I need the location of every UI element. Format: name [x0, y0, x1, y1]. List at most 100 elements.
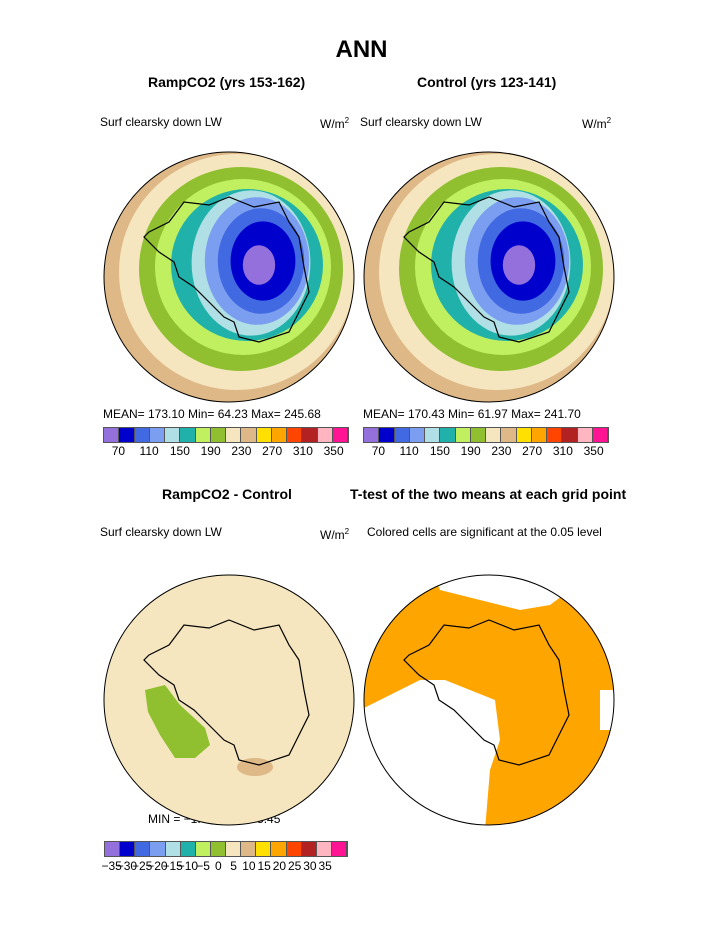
colorbar-label: −5 — [196, 859, 210, 873]
colorbar-label: −20 — [147, 859, 168, 873]
colorbar-swatch — [531, 428, 547, 442]
contour-band — [502, 245, 536, 285]
colorbar-swatch — [316, 842, 332, 856]
colorbar-label: 70 — [111, 444, 126, 458]
colorbar-swatch — [120, 842, 136, 856]
map-border — [363, 574, 615, 826]
colorbar-label: 35 — [318, 859, 332, 873]
panel4-note: Colored cells are significant at the 0.0… — [367, 525, 602, 539]
colorbar-label: 310 — [292, 444, 313, 458]
panel1-units: W/m2 — [320, 116, 350, 131]
panel1-colorbar — [103, 427, 349, 443]
colorbar-swatch — [379, 428, 395, 442]
colorbar-swatch — [256, 428, 272, 442]
colorbar-swatch — [562, 428, 578, 442]
colorbar-label: 30 — [303, 859, 317, 873]
panel1-subtitle: RampCO2 (yrs 153-162) — [148, 74, 306, 90]
panel2-variable: Surf clearsky down LW — [360, 115, 482, 129]
colorbar-swatch — [425, 428, 441, 442]
colorbar-label: 150 — [169, 444, 190, 458]
panel3-units: W/m2 — [320, 527, 350, 542]
diff-colorbar-labels: −35 −30 −25 −20 −15 −10 −5 0 5 10 15 20 25 30 35 — [101, 859, 346, 873]
positive-anomaly-region — [237, 758, 273, 776]
colorbar-swatch — [135, 842, 151, 856]
colorbar-label: 110 — [399, 444, 419, 458]
map-border — [103, 574, 355, 826]
colorbar-swatch — [105, 842, 121, 856]
colorbar-swatch — [547, 428, 563, 442]
diff-colorbar — [104, 841, 348, 857]
panel1-stats: MEAN= 173.10 Min= 64.23 Max= 245.68 — [103, 407, 321, 421]
colorbar-label: 230 — [491, 444, 512, 458]
colorbar-swatch — [119, 428, 135, 442]
colorbar-swatch — [210, 428, 226, 442]
panel2-colorbar — [363, 427, 609, 443]
panel3-map — [104, 575, 354, 825]
colorbar-label: −30 — [116, 859, 138, 873]
map-border — [363, 151, 615, 403]
colorbar-swatch — [165, 428, 181, 442]
colorbar-label: −15 — [162, 859, 183, 873]
panel3-subtitle: RampCO2 - Control — [162, 486, 292, 502]
colorbar-label: 230 — [231, 444, 252, 458]
colorbar-swatch — [516, 428, 532, 442]
colorbar-label: 0 — [215, 859, 222, 873]
colorbar-label: 190 — [200, 444, 221, 458]
colorbar-swatch — [241, 842, 257, 856]
colorbar-label: 350 — [323, 444, 344, 458]
panel4-subtitle: T-test of the two means at each grid poi… — [350, 486, 627, 502]
colorbar-swatch — [394, 428, 410, 442]
panel3-variable: Surf clearsky down LW — [100, 525, 222, 539]
figure-title: ANN — [335, 36, 388, 63]
colorbar-swatch — [180, 842, 196, 856]
colorbar-swatch — [150, 842, 166, 856]
colorbar-label: 20 — [272, 859, 287, 873]
colorbar-swatch — [301, 842, 317, 856]
colorbar-label: 150 — [429, 444, 450, 458]
panel2-map — [364, 152, 614, 402]
colorbar-swatch — [134, 428, 150, 442]
colorbar-swatch — [180, 428, 196, 442]
colorbar-swatch — [195, 428, 211, 442]
colorbar-label: 270 — [522, 444, 543, 458]
colorbar-swatch — [165, 842, 181, 856]
colorbar-swatch — [470, 428, 486, 442]
panel1-map — [104, 152, 354, 402]
panel2-units: W/m2 — [582, 116, 612, 131]
colorbar-swatch — [331, 842, 347, 856]
panel2-colorbar-labels: 70 110 150 190 230 270 310 350 — [363, 444, 607, 458]
colorbar-label: 310 — [552, 444, 573, 458]
panel4-map — [364, 575, 614, 825]
colorbar-swatch — [455, 428, 471, 442]
panel2-subtitle: Control (yrs 123-141) — [417, 74, 557, 90]
colorbar-label: −35 — [101, 859, 122, 873]
colorbar-label: 15 — [257, 859, 271, 873]
positive-anomaly-region — [145, 685, 210, 758]
colorbar-swatch — [226, 842, 242, 856]
colorbar-swatch — [271, 428, 287, 442]
colorbar-swatch — [577, 428, 593, 442]
colorbar-swatch — [286, 842, 302, 856]
colorbar-label: 5 — [230, 859, 237, 873]
colorbar-swatch — [226, 428, 242, 442]
colorbar-label: 350 — [583, 444, 604, 458]
colorbar-label: −25 — [131, 859, 153, 873]
colorbar-label: 270 — [262, 444, 283, 458]
colorbar-swatch — [256, 842, 272, 856]
colorbar-swatch — [271, 842, 287, 856]
colorbar-swatch — [302, 428, 318, 442]
colorbar-swatch — [592, 428, 608, 442]
map-border — [103, 151, 355, 403]
colorbar-label: 70 — [371, 444, 386, 458]
colorbar-label: 25 — [287, 859, 302, 873]
colorbar-label: −10 — [177, 859, 199, 873]
colorbar-swatch — [440, 428, 456, 442]
colorbar-swatch — [241, 428, 257, 442]
colorbar-swatch — [287, 428, 303, 442]
colorbar-swatch — [409, 428, 425, 442]
colorbar-label: 110 — [139, 444, 159, 458]
panel1-variable: Surf clearsky down LW — [100, 115, 222, 129]
colorbar-label: 190 — [460, 444, 481, 458]
colorbar-swatch — [149, 428, 165, 442]
